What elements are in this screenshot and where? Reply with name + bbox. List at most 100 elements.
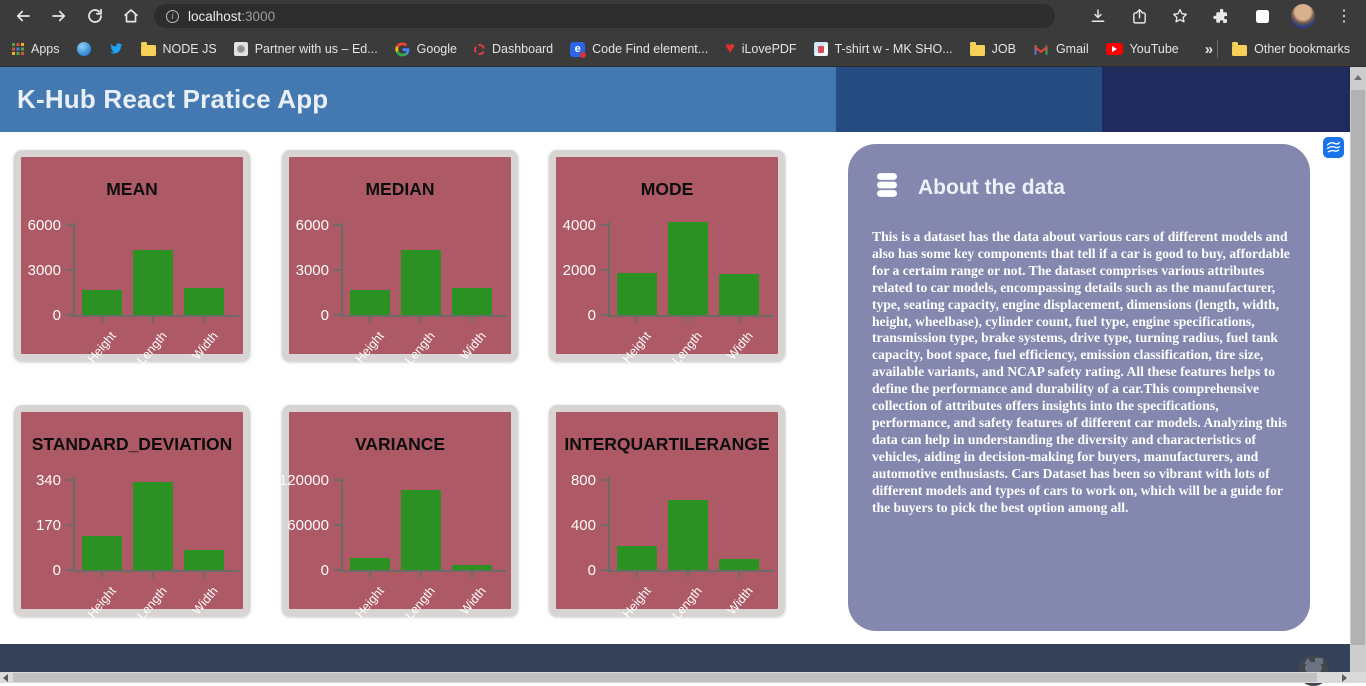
other-bookmarks[interactable]: Other bookmarks (1232, 42, 1350, 56)
vertical-scrollbar-thumb[interactable] (1351, 90, 1365, 645)
y-tick-mark (334, 569, 341, 571)
chart-card-mode: MODE 0 2000 4000 Height Length Width (549, 150, 785, 367)
bookmark-partner[interactable]: Partner with us – Ed... (233, 42, 378, 56)
site-favicon (233, 42, 248, 56)
x-axis-label: Length (134, 329, 170, 368)
bookmark-folder-job[interactable]: JOB (969, 42, 1016, 56)
y-tick-label: 400 (570, 516, 596, 534)
x-tick-mark (636, 572, 638, 578)
share-icon[interactable] (1127, 4, 1151, 28)
bookmarks-overflow-chevron[interactable]: » (1204, 40, 1214, 58)
y-tick-mark (66, 268, 73, 271)
chart-title: MEDIAN (365, 179, 435, 199)
x-axis-label: Width (724, 584, 756, 618)
x-axis-label: Width (189, 329, 221, 363)
bar-width (184, 550, 224, 570)
bookmark-star-icon[interactable] (1168, 4, 1192, 28)
bookmark-code-find[interactable]: e Code Find element... (570, 41, 708, 58)
app-header: K-Hub React Pratice App (0, 67, 1366, 132)
y-tick-label: 2000 (562, 261, 596, 279)
y-tick-mark (334, 268, 341, 271)
bar-width (184, 288, 224, 315)
scroll-right-arrow[interactable] (1342, 674, 1347, 682)
bookmark-ilovepdf[interactable]: ♥ iLovePDF (725, 40, 797, 57)
plot-area: Height Length Width (66, 477, 239, 622)
extension-floating-icon[interactable] (1323, 137, 1344, 158)
downloads-icon[interactable] (1086, 4, 1110, 28)
x-axis-label: Width (189, 584, 221, 618)
x-tick-mark (369, 572, 371, 578)
y-tick-mark (601, 314, 608, 316)
home-button[interactable] (118, 3, 144, 29)
scroll-up-arrow[interactable] (1354, 75, 1362, 80)
y-tick-label: 0 (587, 307, 596, 324)
bookmark-dashboard[interactable]: Dashboard (473, 42, 553, 56)
y-tick-mark (334, 523, 341, 526)
plot-area: Height Length Width (601, 477, 774, 622)
chart-plot: 0 3000 6000 Height Length Width (289, 157, 511, 367)
bar-height (82, 536, 122, 570)
bookmark-tshirt[interactable]: T-shirt w - MK SHO... (813, 42, 953, 56)
bookmark-apps[interactable]: Apps (12, 42, 60, 56)
extensions-puzzle-icon[interactable] (1209, 4, 1233, 28)
chart-plot: 0 170 340 Height Length Width (21, 412, 243, 622)
vertical-scrollbar[interactable] (1350, 67, 1366, 683)
back-button[interactable] (10, 3, 36, 29)
x-tick-mark (152, 572, 154, 578)
profile-avatar[interactable] (1291, 3, 1315, 29)
blue-circle-icon (76, 42, 91, 56)
forward-button[interactable] (46, 3, 72, 29)
dashed-red-circle-icon (473, 43, 485, 55)
bar-length (133, 482, 173, 570)
y-tick-mark (601, 478, 608, 481)
url-bar[interactable]: i localhost:3000 (154, 4, 1055, 28)
y-tick-mark (601, 569, 608, 571)
scroll-left-arrow[interactable] (3, 674, 8, 682)
y-tick-mark (334, 223, 341, 226)
x-tick-mark (152, 317, 154, 323)
horizontal-scrollbar[interactable] (0, 672, 1350, 683)
x-axis-label: Height (619, 584, 654, 621)
bookmark-google[interactable]: Google (395, 42, 457, 57)
chart-title: STANDARD_DEVIATION (31, 434, 233, 454)
x-tick-mark (420, 317, 422, 323)
bookmark-folder-nodejs[interactable]: NODE JS (140, 42, 217, 56)
reading-mode-icon[interactable] (1250, 4, 1274, 28)
bookmark-twitter[interactable] (108, 42, 124, 56)
menu-dots-icon[interactable]: ⋮ (1336, 8, 1352, 25)
x-tick-mark (738, 317, 740, 323)
x-axis-label: Height (84, 584, 119, 621)
x-tick-mark (687, 317, 689, 323)
twitter-bird-icon (108, 42, 124, 56)
folder-icon (969, 42, 985, 56)
bookmark-gmail[interactable]: Gmail (1033, 42, 1089, 56)
y-tick-label: 3000 (27, 261, 61, 279)
bookmark-youtube[interactable]: YouTube (1105, 42, 1179, 56)
plot-area: Height Length Width (334, 222, 507, 367)
y-axis-labels: 0 400 800 (556, 472, 606, 579)
x-axis-label: Length (402, 329, 438, 368)
y-axis-labels: 0 3000 6000 (21, 217, 71, 324)
chart-card-mean: MEAN 0 3000 6000 Height Length Width (14, 150, 250, 367)
horizontal-scrollbar-thumb[interactable] (13, 673, 1317, 682)
reload-button[interactable] (82, 3, 108, 29)
google-g-icon (395, 42, 410, 57)
bookmark-item[interactable] (76, 42, 91, 56)
chart-card-standard-deviation: STANDARD_DEVIATION 0 170 340 Height Length W… (14, 405, 250, 622)
x-axis-label: Width (457, 584, 489, 618)
y-tick-label: 170 (35, 516, 61, 534)
y-tick-mark (601, 523, 608, 526)
plot-area: Height Length Width (66, 222, 239, 367)
about-body-text: This is a dataset has the data about var… (872, 229, 1290, 515)
y-tick-label: 4000 (562, 216, 596, 234)
chart-title: MEAN (106, 179, 158, 199)
chart-title: MODE (640, 179, 694, 199)
x-tick-mark (203, 317, 205, 323)
x-tick-mark (687, 572, 689, 578)
y-tick-label: 800 (570, 471, 596, 489)
page-info-icon[interactable]: i (166, 9, 179, 23)
x-tick-mark (101, 572, 103, 578)
folder-icon (1232, 42, 1248, 56)
y-tick-label: 6000 (295, 216, 329, 234)
y-tick-mark (66, 569, 73, 571)
